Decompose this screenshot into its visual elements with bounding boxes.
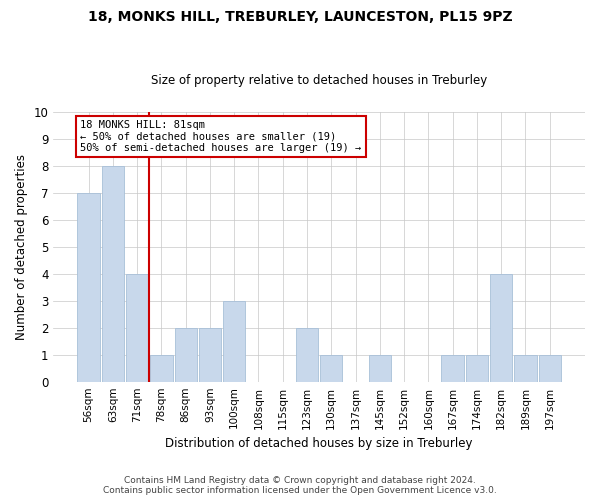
Bar — [223, 300, 245, 382]
Bar — [442, 354, 464, 382]
Text: 18, MONKS HILL, TREBURLEY, LAUNCESTON, PL15 9PZ: 18, MONKS HILL, TREBURLEY, LAUNCESTON, P… — [88, 10, 512, 24]
Bar — [199, 328, 221, 382]
Title: Size of property relative to detached houses in Treburley: Size of property relative to detached ho… — [151, 74, 487, 87]
Bar — [296, 328, 318, 382]
Bar — [514, 354, 536, 382]
Bar — [77, 192, 100, 382]
Bar — [539, 354, 561, 382]
Bar — [466, 354, 488, 382]
Y-axis label: Number of detached properties: Number of detached properties — [15, 154, 28, 340]
Bar — [150, 354, 173, 382]
Bar — [368, 354, 391, 382]
Bar — [102, 166, 124, 382]
Bar — [490, 274, 512, 382]
Text: Contains HM Land Registry data © Crown copyright and database right 2024.
Contai: Contains HM Land Registry data © Crown c… — [103, 476, 497, 495]
X-axis label: Distribution of detached houses by size in Treburley: Distribution of detached houses by size … — [166, 437, 473, 450]
Text: 18 MONKS HILL: 81sqm
← 50% of detached houses are smaller (19)
50% of semi-detac: 18 MONKS HILL: 81sqm ← 50% of detached h… — [80, 120, 361, 153]
Bar — [175, 328, 197, 382]
Bar — [126, 274, 148, 382]
Bar — [320, 354, 343, 382]
